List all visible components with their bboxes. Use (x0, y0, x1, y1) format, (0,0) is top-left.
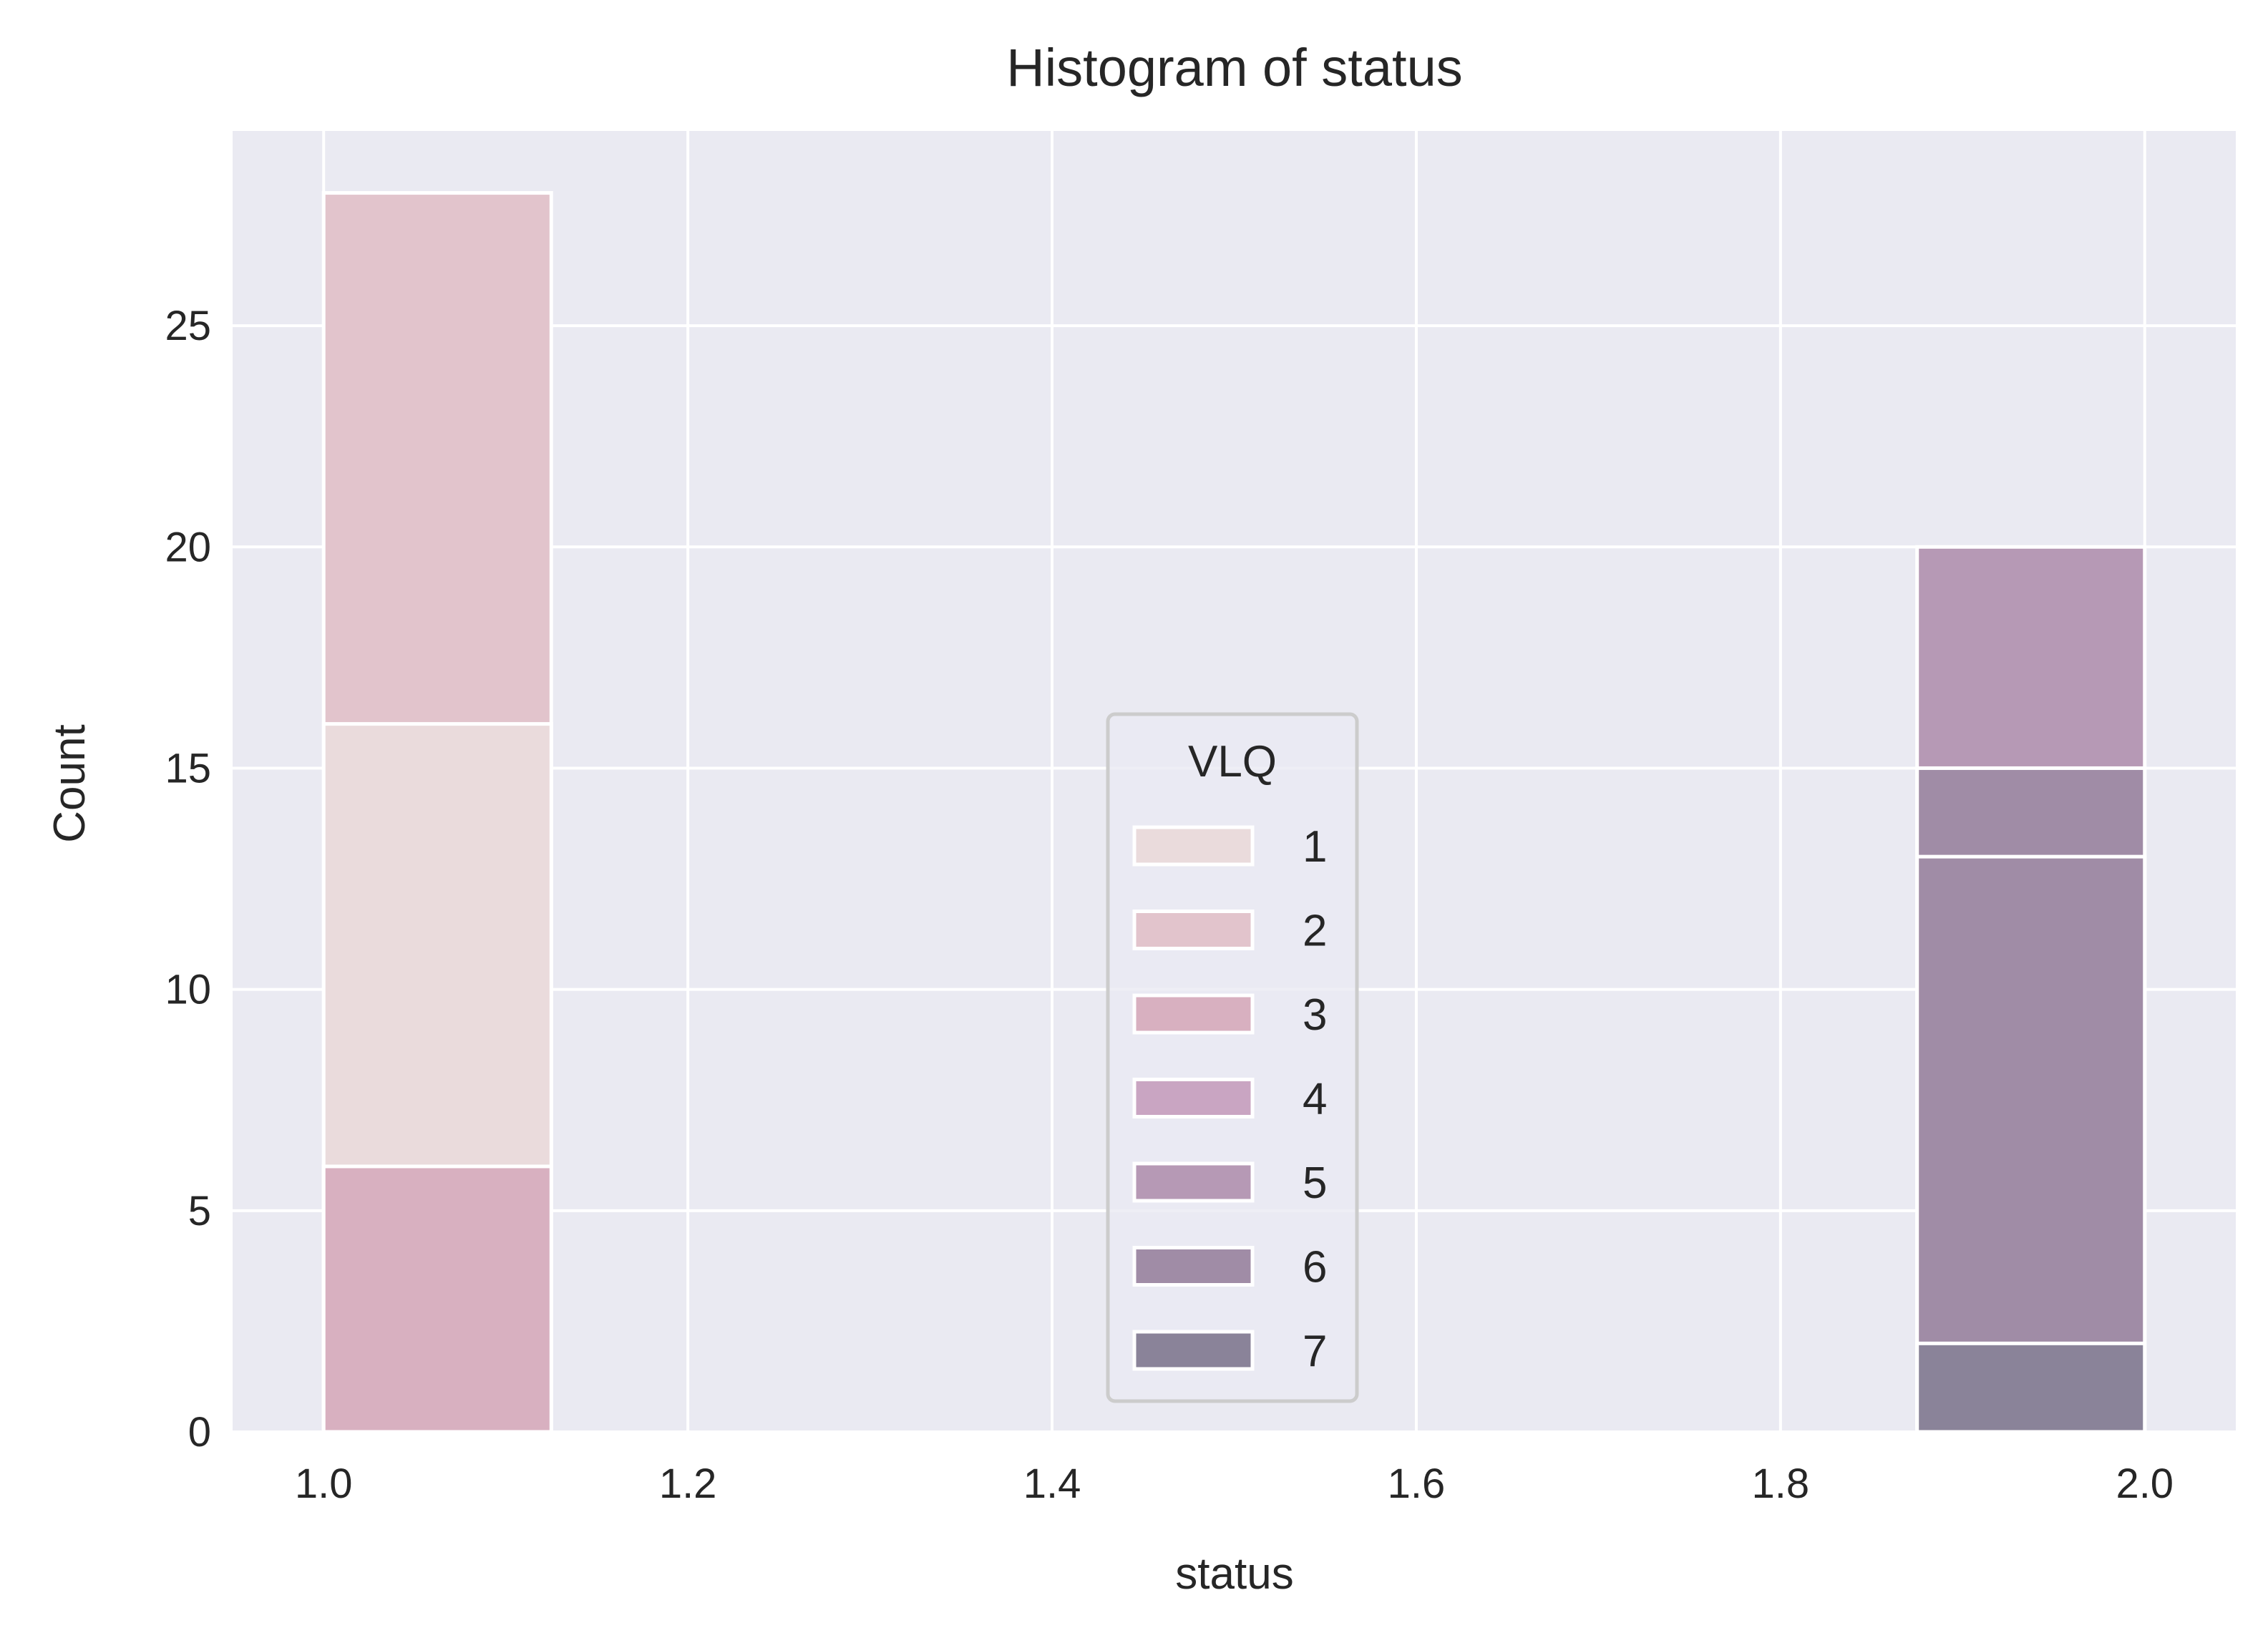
y-tick-label: 0 (188, 1409, 211, 1456)
y-tick-label: 25 (165, 303, 211, 349)
x-axis-label: status (1175, 1549, 1293, 1599)
legend-title: VLQ (1188, 737, 1277, 786)
legend-swatch (1132, 1078, 1255, 1118)
x-tick-labels: 1.0 1.2 1.4 1.6 1.8 2.0 (295, 1461, 2174, 1507)
y-tick-labels: 0 5 10 15 20 25 (165, 303, 211, 1456)
legend-label: 5 (1303, 1159, 1327, 1208)
legend-label: 4 (1303, 1075, 1327, 1124)
y-axis-label: Count (45, 724, 94, 842)
x-tick-label: 1.4 (1023, 1461, 1081, 1507)
bars (321, 191, 2147, 1434)
legend-swatch (1132, 910, 1255, 950)
y-tick-label: 20 (165, 524, 211, 570)
legend-label: 2 (1303, 907, 1327, 956)
x-tick-label: 2.0 (2116, 1461, 2174, 1507)
x-tick-label: 1.2 (659, 1461, 717, 1507)
x-tick-label: 1.8 (1752, 1461, 1810, 1507)
legend-swatch (1132, 993, 1255, 1035)
x-tick-label: 1.6 (1388, 1461, 1446, 1507)
legend-label: 7 (1303, 1327, 1327, 1376)
legend-swatch (1132, 1246, 1255, 1287)
legend-label: 6 (1303, 1243, 1327, 1292)
bar-vlq-7 (1915, 1341, 2147, 1434)
legend: VLQ 1 2 3 4 5 6 7 (1106, 712, 1359, 1403)
legend-frame (1106, 712, 1359, 1403)
chart-title: Histogram of status (1006, 38, 1462, 97)
y-tick-label: 15 (165, 745, 211, 791)
x-tick-label: 1.0 (295, 1461, 353, 1507)
y-tick-label: 10 (165, 967, 211, 1013)
legend-swatch (1132, 1330, 1255, 1371)
legend-label: 3 (1303, 990, 1327, 1040)
legend-items: 1 2 3 4 5 6 7 (1132, 822, 1327, 1376)
legend-label: 1 (1303, 822, 1327, 872)
y-tick-label: 5 (188, 1188, 211, 1234)
legend-swatch (1132, 825, 1255, 867)
legend-swatch (1132, 1161, 1255, 1203)
bar-vlq-3 (321, 1164, 553, 1434)
